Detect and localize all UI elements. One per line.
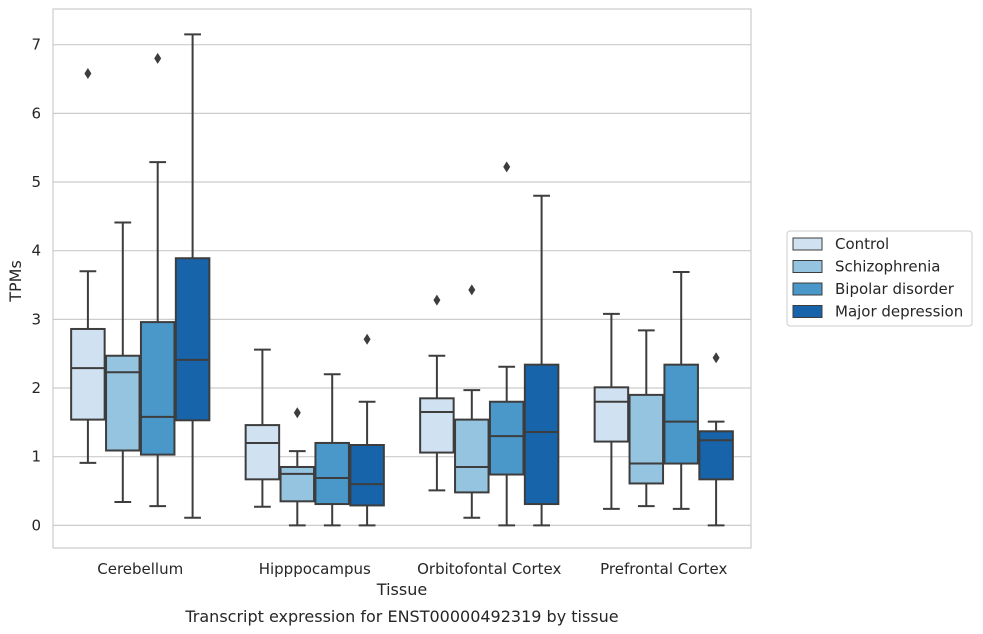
iqr-box	[698, 430, 734, 481]
legend-label: Bipolar disorder	[835, 280, 955, 298]
iqr-box	[314, 441, 350, 506]
box-control	[593, 312, 630, 510]
box-major-depression	[349, 333, 385, 527]
iqr-box	[70, 327, 106, 421]
iqr-box	[244, 424, 281, 481]
legend-swatch	[792, 260, 823, 273]
box-schizophrenia	[628, 329, 665, 508]
y-axis-label: TPMs	[6, 260, 25, 303]
box-bipolar-disorder	[488, 161, 525, 527]
x-tick-label: Cerebellum	[97, 560, 183, 578]
y-tick-label: 7	[31, 36, 41, 54]
legend-swatch	[792, 305, 823, 318]
y-tick-label: 6	[31, 104, 41, 122]
box-schizophrenia	[454, 284, 490, 519]
legend-label: Control	[835, 235, 889, 253]
outlier-point	[503, 161, 511, 173]
iqr-box	[523, 363, 560, 506]
box-major-depression	[174, 33, 211, 519]
legend: Control Schizophrenia Bipolar disorder Majo…	[786, 230, 973, 327]
box-major-depression	[523, 194, 560, 527]
y-tick-label: 5	[31, 173, 41, 191]
x-tick-label: Orbitofontal Cortex	[417, 560, 561, 578]
y-tick-label: 2	[31, 379, 41, 397]
iqr-box	[663, 363, 699, 465]
iqr-box	[628, 393, 665, 485]
plot-frame	[52, 8, 752, 549]
box-control	[70, 68, 106, 464]
iqr-box	[139, 321, 176, 456]
y-tick-label: 1	[31, 448, 41, 466]
outlier-point	[433, 294, 441, 306]
y-tick-label: 4	[31, 242, 41, 260]
outlier-point	[712, 352, 720, 364]
legend-label: Major depression	[835, 303, 963, 321]
outlier-point	[293, 407, 301, 419]
box-schizophrenia	[105, 221, 141, 503]
box-bipolar-disorder	[139, 52, 176, 508]
iqr-box	[593, 386, 630, 443]
box-schizophrenia	[279, 407, 316, 527]
outlier-point	[363, 333, 371, 345]
x-axis-label: Tissue	[376, 580, 427, 599]
outlier-point	[154, 52, 162, 64]
box-control	[244, 348, 281, 508]
x-tick-label: Prefrontal Cortex	[600, 560, 727, 578]
iqr-box	[454, 418, 490, 494]
y-tick-labels: 0 1 2 3 4 5 6 7	[31, 36, 41, 535]
iqr-box	[279, 465, 316, 503]
iqr-box	[488, 400, 525, 476]
outlier-point	[468, 284, 476, 296]
legend-swatch	[792, 237, 823, 251]
box-bipolar-disorder	[314, 373, 350, 527]
x-tick-labels: Cerebellum Hipppocampus Orbitofontal Corte…	[97, 560, 727, 578]
y-tick-label: 0	[31, 516, 41, 534]
boxes-layer	[70, 33, 734, 527]
chart-caption: Transcript expression for ENST0000049231…	[184, 607, 618, 626]
y-tick-label: 3	[31, 310, 41, 328]
iqr-box	[349, 444, 385, 507]
outlier-point	[84, 68, 92, 80]
iqr-box	[419, 397, 455, 454]
x-tick-label: Hipppocampus	[259, 560, 371, 578]
box-bipolar-disorder	[663, 270, 699, 510]
legend-frame	[786, 230, 973, 327]
iqr-box	[105, 354, 141, 452]
legend-label: Schizophrenia	[835, 258, 940, 276]
box-major-depression	[698, 352, 734, 527]
iqr-box	[174, 257, 211, 422]
legend-swatch	[792, 282, 823, 296]
box-control	[419, 294, 455, 492]
